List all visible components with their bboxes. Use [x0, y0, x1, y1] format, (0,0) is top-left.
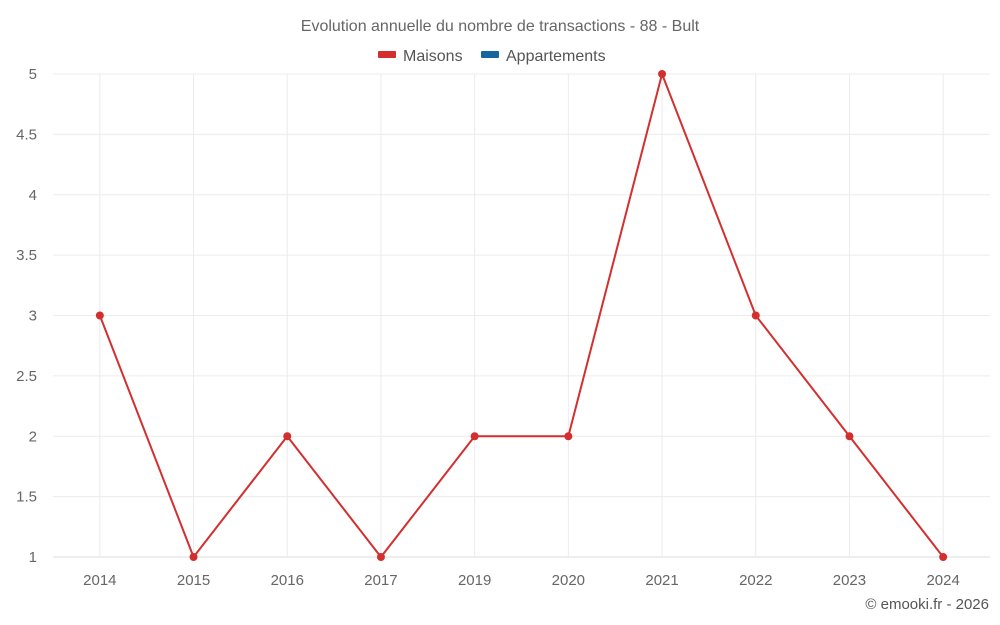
- x-axis: 2014 2015 2016 2017 2019 2020 2021 2022 2023 2024: [83, 572, 960, 589]
- y-tick-label-1: 1: [29, 549, 37, 566]
- legend-label-maisons: Maisons: [403, 48, 463, 65]
- y-tick-label-1-5: 1.5: [16, 489, 37, 506]
- legend-label-appartements: Appartements: [506, 48, 606, 65]
- legend-swatch-appartements: [481, 51, 499, 58]
- data-point-maisons-2023[interactable]: [845, 432, 854, 441]
- data-point-maisons-2021[interactable]: [658, 70, 667, 78]
- x-tick-label-2021: 2021: [645, 572, 678, 589]
- x-tick-label-2017: 2017: [364, 572, 397, 589]
- y-tick-label-2: 2: [29, 428, 37, 445]
- y-tick-label-5: 5: [29, 66, 37, 83]
- series-line-maisons: [98, 73, 944, 558]
- x-tick-label-2022: 2022: [739, 572, 772, 589]
- y-tick-label-4-5: 4.5: [16, 126, 37, 143]
- data-point-maisons-2024[interactable]: [939, 553, 948, 561]
- y-tick-label-2-5: 2.5: [16, 368, 37, 385]
- y-tick-label-4: 4: [29, 187, 37, 204]
- data-point-maisons-2020[interactable]: [564, 432, 573, 441]
- y-tick-label-3-5: 3.5: [16, 247, 37, 264]
- series-layer: [95, 70, 948, 561]
- y-tick-label-3: 3: [29, 308, 37, 325]
- legend-item-appartements[interactable]: Appartements: [481, 48, 606, 65]
- legend-item-maisons[interactable]: Maisons: [378, 48, 463, 65]
- legend: Maisons Appartements: [378, 48, 606, 65]
- data-point-maisons-2016[interactable]: [283, 432, 292, 441]
- x-tick-label-2014: 2014: [83, 572, 116, 589]
- chart-title: Evolution annuelle du nombre de transact…: [301, 18, 700, 35]
- x-tick-label-2020: 2020: [552, 572, 585, 589]
- x-tick-label-2024: 2024: [926, 572, 959, 589]
- x-tick-label-2023: 2023: [833, 572, 866, 589]
- y-axis: 1 1.5 2 2.5 3 3.5 4 4.5 5: [16, 66, 37, 566]
- data-point-maisons-2015[interactable]: [189, 553, 198, 561]
- data-point-maisons-2019[interactable]: [470, 432, 479, 441]
- x-tick-label-2015: 2015: [177, 572, 210, 589]
- x-tick-label-2019: 2019: [458, 572, 491, 589]
- credit-text: © emooki.fr - 2026: [865, 596, 989, 613]
- x-tick-label-2016: 2016: [271, 572, 304, 589]
- legend-swatch-maisons: [378, 51, 396, 58]
- data-point-maisons-2017[interactable]: [376, 553, 385, 561]
- data-point-maisons-2022[interactable]: [751, 311, 760, 320]
- grid: [53, 73, 990, 558]
- data-point-maisons-2014[interactable]: [95, 311, 104, 320]
